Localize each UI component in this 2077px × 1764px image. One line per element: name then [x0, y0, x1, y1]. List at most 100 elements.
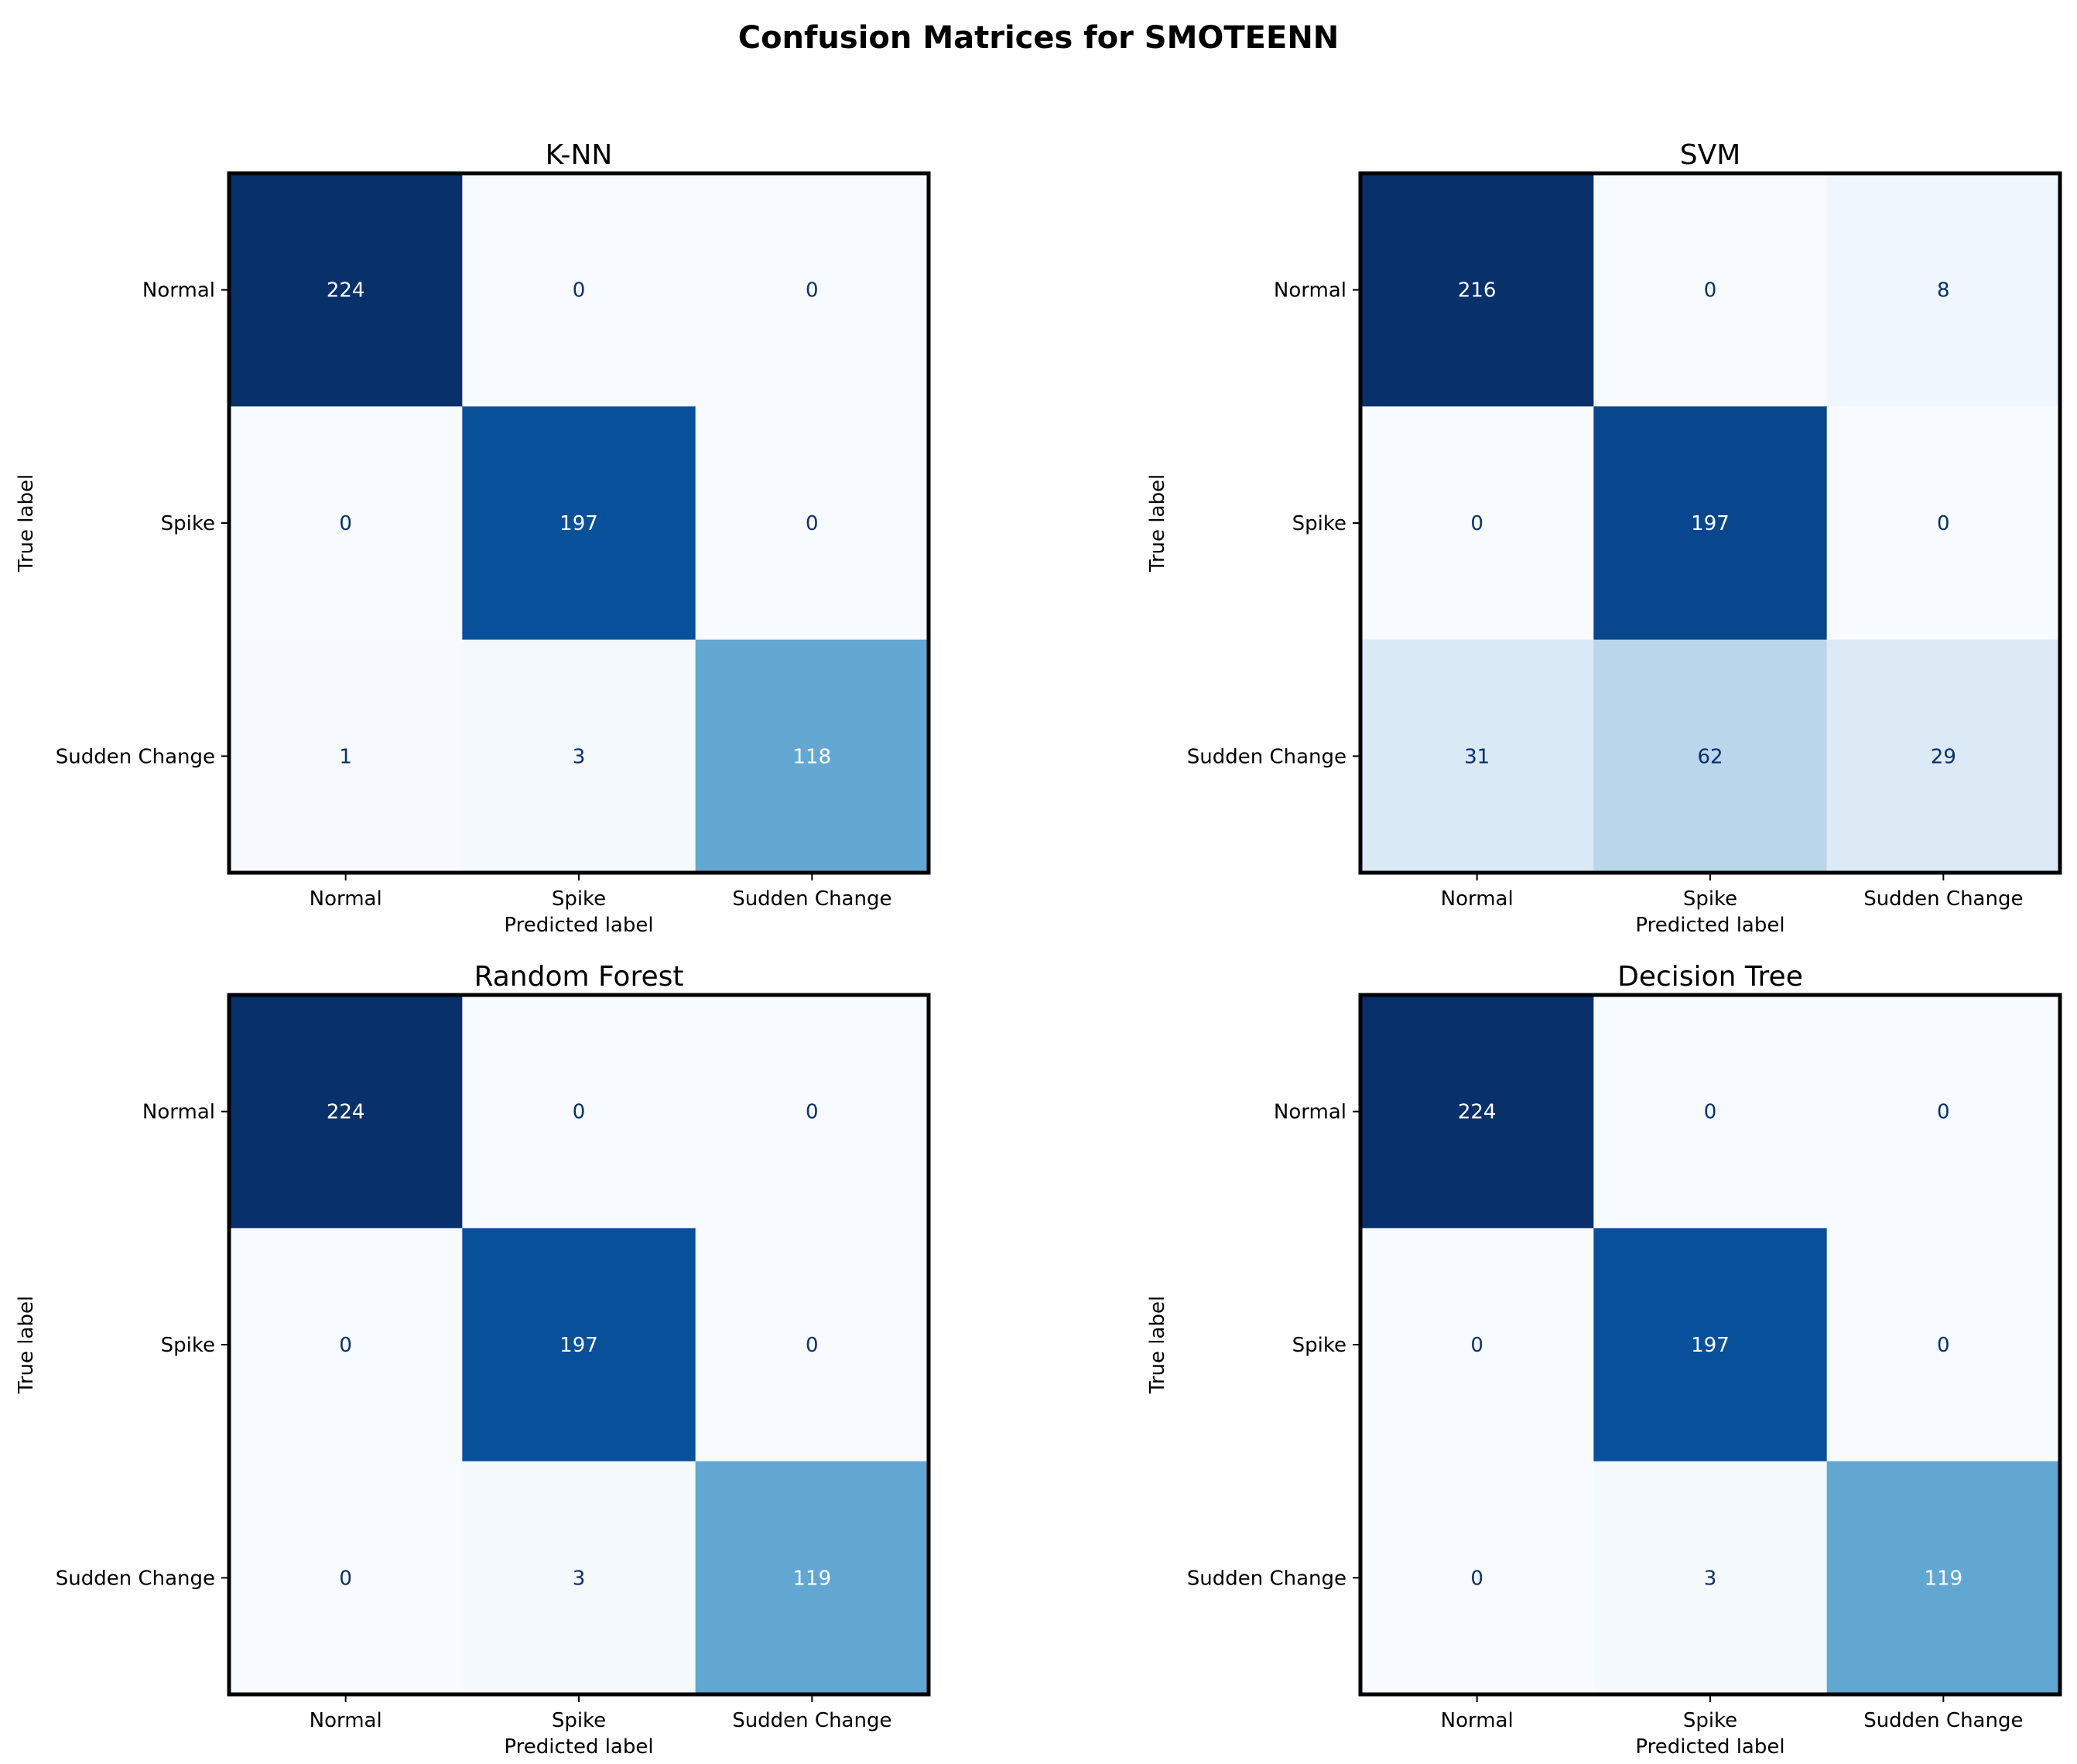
- y-tick-label: Normal: [1274, 1101, 1346, 1124]
- x-tick-label: Sudden Change: [732, 887, 891, 911]
- matrix-cell: [695, 406, 929, 641]
- matrix-cell: [462, 173, 696, 407]
- cell-value-label: 224: [327, 1101, 365, 1124]
- cell-value-label: 31: [1464, 745, 1490, 768]
- x-tick-label: Sudden Change: [732, 1709, 891, 1732]
- y-tick-label: Normal: [142, 279, 215, 303]
- cell-value-label: 197: [559, 1334, 598, 1357]
- cell-value-label: 0: [1470, 1334, 1483, 1357]
- matrix-cell: [1360, 173, 1594, 407]
- cell-value-label: 118: [793, 745, 832, 768]
- cell-value-label: 0: [806, 1334, 819, 1357]
- matrix-cell: [695, 1228, 929, 1462]
- y-tick-label: Spike: [1292, 512, 1346, 535]
- matrix-cell: [229, 1228, 463, 1462]
- matrix-cell: [462, 639, 696, 873]
- x-tick-label: Sudden Change: [1863, 1709, 2023, 1732]
- cell-value-label: 197: [1691, 1334, 1730, 1357]
- matrix-cell: [229, 1461, 463, 1695]
- y-tick-label: Spike: [1292, 1334, 1346, 1357]
- y-axis-label: True label: [1146, 1296, 1169, 1394]
- cell-value-label: 3: [1704, 1567, 1717, 1590]
- matrix-cell: [462, 406, 696, 641]
- y-axis-label: True label: [1146, 474, 1169, 573]
- cell-value-label: 3: [573, 1567, 586, 1590]
- x-axis-label: Predicted label: [1635, 1735, 1784, 1759]
- matrix-cell: [1593, 1228, 1828, 1462]
- x-tick-label: Sudden Change: [1863, 887, 2023, 911]
- matrix-cell: [1826, 173, 2061, 407]
- cell-value-label: 119: [793, 1567, 832, 1590]
- matrix-cell: [1826, 406, 2061, 641]
- matrix-cell: [1593, 173, 1828, 407]
- cell-value-label: 216: [1458, 279, 1497, 303]
- matrix-cell: [1360, 639, 1594, 873]
- y-tick-label: Spike: [161, 1334, 215, 1357]
- matrix-cell: [695, 639, 929, 873]
- y-tick-label: Normal: [142, 1101, 215, 1124]
- matrix-cell: [695, 995, 929, 1229]
- y-tick-label: Sudden Change: [56, 745, 215, 768]
- matrix-cell: [462, 1461, 696, 1695]
- matrix-cell: [229, 639, 463, 873]
- cell-value-label: 0: [1937, 512, 1950, 535]
- y-axis-label: True label: [15, 474, 38, 573]
- matrix-cell: [1360, 406, 1594, 641]
- x-axis-label: Predicted label: [504, 1735, 653, 1759]
- cell-value-label: 0: [573, 279, 586, 303]
- y-tick-label: Sudden Change: [1187, 1567, 1346, 1590]
- y-tick-label: Sudden Change: [1187, 745, 1346, 768]
- cell-value-label: 0: [1937, 1101, 1950, 1124]
- matrix-cell: [1593, 406, 1828, 641]
- matrix-cell: [1360, 1228, 1594, 1462]
- x-tick-label: Spike: [552, 887, 606, 911]
- cell-value-label: 197: [1691, 512, 1730, 535]
- cell-value-label: 0: [339, 512, 352, 535]
- matrix-cell: [1826, 639, 2061, 873]
- cell-value-label: 0: [1937, 1334, 1950, 1357]
- cell-value-label: 0: [1470, 512, 1483, 535]
- y-axis-label: True label: [15, 1296, 38, 1394]
- confusion-matrix-panel: SVM 216 0 8 0 197 0 31 62 29 Normal Spike Sudden Cha…: [1146, 139, 2062, 937]
- cell-value-label: 8: [1937, 279, 1950, 303]
- matrix-cell: [695, 173, 929, 407]
- cell-value-label: 62: [1697, 745, 1723, 768]
- cell-value-label: 119: [1925, 1567, 1963, 1590]
- panel-title: Decision Tree: [1617, 961, 1803, 993]
- x-tick-label: Normal: [310, 1709, 382, 1732]
- cell-value-label: 1: [339, 745, 352, 768]
- cell-value-label: 0: [1704, 279, 1717, 303]
- cell-value-label: 0: [806, 1101, 819, 1124]
- panel-title: SVM: [1680, 139, 1741, 171]
- matrix-cell: [1360, 1461, 1594, 1695]
- matrix-cell: [1826, 1228, 2061, 1462]
- x-tick-label: Spike: [1683, 1709, 1737, 1732]
- matrix-cell: [462, 1228, 696, 1462]
- matrix-cell: [695, 1461, 929, 1695]
- matrix-cell: [1360, 995, 1594, 1229]
- matrix-cell: [1826, 995, 2061, 1229]
- x-tick-label: Spike: [1683, 887, 1737, 911]
- y-tick-label: Normal: [1274, 279, 1346, 303]
- y-tick-label: Sudden Change: [56, 1567, 215, 1590]
- matrix-cell: [1826, 1461, 2061, 1695]
- x-tick-label: Normal: [1441, 1709, 1514, 1732]
- cell-value-label: 0: [1470, 1567, 1483, 1590]
- x-tick-label: Normal: [1441, 887, 1514, 911]
- cell-value-label: 3: [573, 745, 586, 768]
- x-axis-label: Predicted label: [504, 914, 653, 937]
- matrix-cell: [229, 173, 463, 407]
- matrix-cell: [1593, 995, 1828, 1229]
- confusion-matrix-panel: Random Forest 224 0 0 0 197 0 0 3 119 Normal Spike S…: [15, 961, 931, 1759]
- matrix-cell: [462, 995, 696, 1229]
- cell-value-label: 0: [1704, 1101, 1717, 1124]
- x-axis-label: Predicted label: [1635, 914, 1784, 937]
- cell-value-label: 29: [1931, 745, 1956, 768]
- confusion-matrix-panel: K-NN 224 0 0 0 197 0 1 3 118 Normal Spike Sudden Cha…: [15, 139, 931, 937]
- figure-title: Confusion Matrices for SMOTEENN: [738, 20, 1340, 56]
- panel-title: K-NN: [546, 139, 613, 171]
- cell-value-label: 0: [806, 279, 819, 303]
- cell-value-label: 0: [806, 512, 819, 535]
- matrix-cell: [229, 995, 463, 1229]
- x-tick-label: Normal: [310, 887, 382, 911]
